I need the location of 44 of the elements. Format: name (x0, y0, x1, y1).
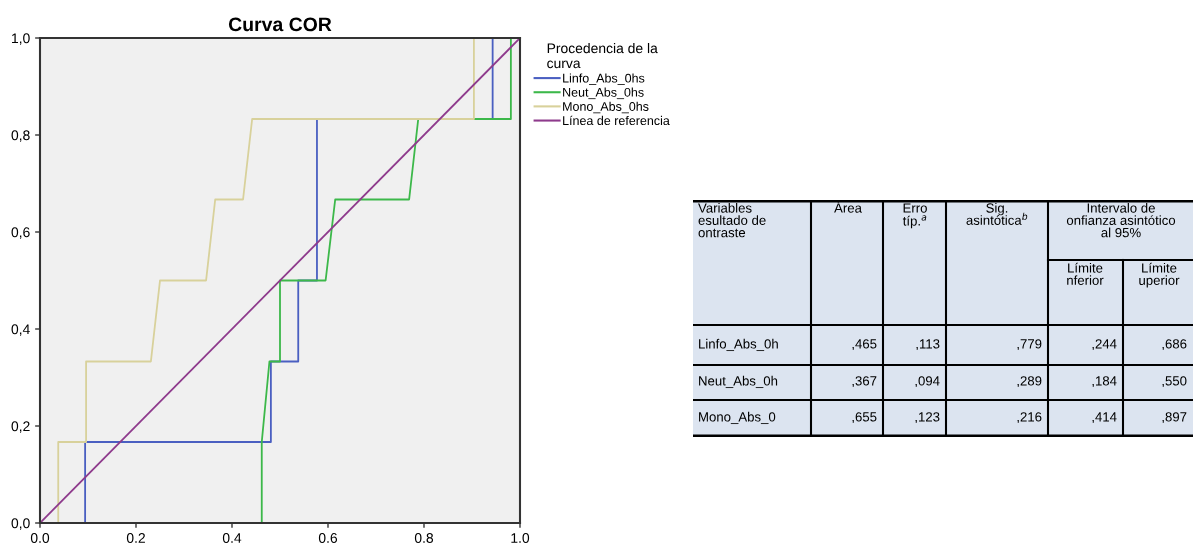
text: Linfo_Abs_0h (699, 338, 778, 352)
text: ,094 (915, 376, 940, 388)
line-series (40, 38, 520, 523)
x-tick-label: 1.0 (511, 533, 530, 543)
text: ,465 (852, 339, 877, 351)
text: ,113 (916, 339, 940, 351)
text: ,289 (1017, 376, 1042, 388)
y-tick-label: 0,8 (11, 130, 30, 142)
legend-title: Procedencia de la curva (547, 43, 658, 69)
legend-label: Neut_Abs_0hs (563, 87, 644, 100)
x-tick-label: 0.2 (126, 533, 145, 543)
text: ,655 (852, 412, 877, 424)
text: Límite uperior (1139, 262, 1180, 288)
text: ,779 (1017, 339, 1042, 351)
y-tick-label: 0,0 (11, 518, 30, 530)
text: Mono_Abs_0 (699, 411, 776, 425)
legend-label: Mono_Abs_0hs (563, 101, 649, 114)
x-tick-label: 0.8 (414, 533, 434, 543)
text: ,550 (1162, 376, 1187, 388)
x-tick-label: 0.0 (30, 533, 50, 543)
text: Variables esultado de ontraste (698, 203, 766, 238)
text: ,897 (1162, 412, 1187, 424)
text: ,216 (1017, 412, 1042, 424)
text: ,414 (1092, 412, 1117, 424)
text: ,123 (915, 412, 940, 424)
text: ,244 (1092, 339, 1117, 351)
text: Intervalo de onfianza asintótico al 95% (1066, 203, 1176, 238)
y-tick-label: 0,4 (11, 324, 30, 336)
text: ,686 (1162, 339, 1187, 351)
legend-label: Línea de referencia (563, 115, 670, 126)
x-tick-label: 0.6 (318, 533, 338, 543)
text: Erro típ.$^{a}$ (902, 203, 927, 229)
y-tick-label: 1,0 (12, 33, 30, 45)
text: Área (834, 201, 862, 213)
text: Sig. asintótica$^{b}$ (966, 203, 1028, 225)
text: ,367 (852, 376, 877, 388)
y-tick-label: 0,2 (11, 421, 30, 433)
text: Neut_Abs_0h (699, 375, 778, 389)
chart-title: Curva COR (228, 17, 332, 32)
y-tick-label: 0,6 (11, 227, 30, 239)
legend-label: Linfo_Abs_0hs (563, 73, 645, 85)
text: Límite nferior (1067, 262, 1104, 285)
x-tick-label: 0.4 (222, 533, 242, 543)
text: ,184 (1092, 376, 1117, 388)
